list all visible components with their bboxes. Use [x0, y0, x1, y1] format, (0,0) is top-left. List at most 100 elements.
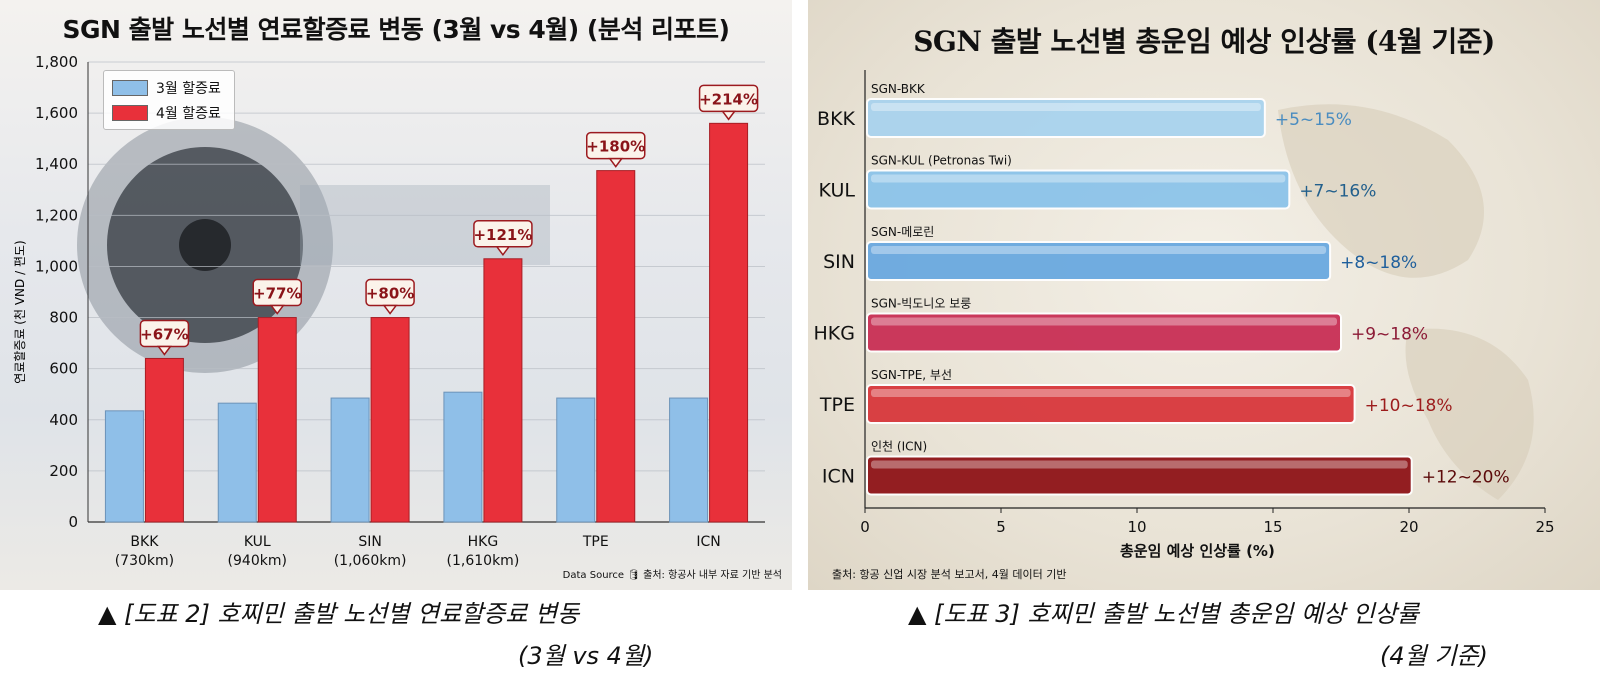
x-tick-sublabel: (730km) [115, 553, 174, 569]
y-axis-label: 연료할증료 (천 VND / 편도) [12, 240, 27, 383]
bar [866, 98, 1266, 138]
fare-increase-chart: 0 5 10 15 20 25 BKK SGN-BKK +5~15% KUL SGN-KUL (Pe… [814, 70, 1555, 536]
bar-range-label: +7~16% [1299, 182, 1376, 202]
y-tick-label: HKG [814, 323, 855, 345]
y-tick-label: ICN [822, 466, 855, 488]
annotation-pointer [382, 304, 398, 315]
y-tick-label: 0 [68, 513, 78, 531]
annotation-pointer [721, 110, 737, 121]
x-tick-label: BKK [130, 534, 159, 550]
bar-route-label: SGN-빅도니오 보룽 [871, 297, 971, 311]
caption-left-line2: (3월 vs 4월) [518, 642, 654, 670]
bar-march [104, 410, 144, 523]
legend-item-march: 3월 할증료 [112, 78, 221, 98]
annotation-label: +77% [253, 285, 301, 303]
bar-route-label: SGN-KUL (Petronas Twi) [871, 154, 1012, 168]
annotation-label: +67% [140, 325, 188, 343]
x-tick-label: 5 [996, 518, 1006, 536]
caption-right-line2: (4월 기준) [1380, 642, 1488, 670]
y-tick-label: TPE [819, 394, 855, 416]
bar-april [709, 122, 749, 523]
legend-swatch [112, 80, 148, 96]
legend-item-april: 4월 할증료 [112, 103, 221, 123]
data-source-note: 출처: 항공 신업 시장 분석 보고서, 4월 데이터 기반 [832, 568, 1067, 581]
x-tick-sublabel: (1,610km) [447, 553, 520, 569]
annotation-pointer [156, 345, 172, 356]
bar-march [556, 397, 596, 523]
annotation-pointer [495, 246, 511, 257]
bar-april [144, 357, 184, 523]
bar-march [443, 391, 483, 523]
legend-label: 3월 할증료 [156, 81, 221, 97]
bar-highlight [871, 389, 1351, 397]
annotation-pointer [269, 304, 285, 315]
y-tick-label: 200 [49, 462, 78, 480]
x-tick-label: 20 [1399, 518, 1418, 536]
chart-title: SGN 출발 노선별 총운임 예상 인상률 (4월 기준) [913, 25, 1495, 58]
y-tick-label: KUL [819, 180, 856, 202]
caption-right-line1: ▲ [도표 3] 호찌민 출발 노선별 총운임 예상 인상률 [908, 600, 1419, 628]
y-tick-label: SIN [823, 251, 855, 273]
annotation-pointer [608, 157, 624, 168]
annotation-label: +180% [586, 138, 645, 156]
bar [866, 241, 1332, 281]
bar-highlight [871, 460, 1408, 469]
fuel-surcharge-chart: 0 200 400 600 800 1,000 1,200 1,400 1,600 1,800 연료… [12, 53, 765, 569]
fuel-surcharge-chart-panel: SGN 출발 노선별 연료할증료 변동 (3월 vs 4월) (분석 리포트) … [0, 0, 792, 590]
annotation-label: +80% [366, 285, 414, 303]
x-tick-label: ICN [696, 534, 720, 550]
bar-highlight [871, 317, 1337, 326]
bar-highlight [871, 103, 1261, 111]
x-tick-label: TPE [582, 534, 609, 550]
bar-range-label: +12~20% [1422, 468, 1510, 488]
bar-route-label: SGN-메로린 [871, 225, 934, 239]
data-source-note: Data Source 🛢 출처: 항공사 내부 자료 기반 분석 [562, 570, 782, 581]
bar-range-label: +10~18% [1365, 396, 1453, 416]
bar [866, 384, 1356, 424]
bar [866, 312, 1342, 353]
x-tick-label: 10 [1127, 518, 1146, 536]
annotation-label: +214% [699, 90, 758, 108]
bar-route-label: SGN-BKK [871, 82, 926, 96]
bar-march [669, 397, 709, 523]
y-tick-label: 800 [49, 309, 78, 327]
y-tick-label: 1,200 [35, 206, 78, 224]
bar-range-label: +5~15% [1275, 110, 1352, 130]
map-landmass [1278, 104, 1484, 278]
annotation-label: +121% [473, 226, 532, 244]
chart-legend: 3월 할증료 4월 할증료 [103, 70, 235, 130]
bar-highlight [871, 174, 1286, 183]
legend-swatch [112, 105, 148, 121]
bar-april [257, 317, 297, 523]
bar-march [330, 397, 370, 523]
x-tick-label: 0 [860, 518, 870, 536]
x-tick-sublabel: (1,060km) [334, 553, 407, 569]
y-tick-label: 400 [49, 411, 78, 429]
bar-april [596, 170, 636, 523]
x-tick-sublabel: (940km) [228, 553, 287, 569]
bar-april [483, 258, 523, 523]
legend-label: 4월 할증료 [156, 106, 221, 122]
bar-route-label: SGN-TPE, 부선 [871, 368, 952, 382]
y-tick-label: 1,400 [35, 155, 78, 173]
caption-left-line1: ▲ [도표 2] 호찌민 출발 노선별 연료할증료 변동 [98, 600, 580, 628]
fare-increase-chart-panel: SGN 출발 노선별 총운임 예상 인상률 (4월 기준) 0 5 10 15 20 25… [808, 0, 1600, 590]
x-tick-label: 25 [1535, 518, 1554, 536]
bar-route-label: 인천 (ICN) [871, 439, 927, 454]
engine-spinner [179, 219, 231, 271]
x-tick-label: KUL [244, 534, 271, 550]
bar-range-label: +8~18% [1340, 253, 1417, 273]
y-tick-label: 600 [49, 360, 78, 378]
x-tick-label: SIN [358, 534, 382, 550]
x-tick-label: HKG [468, 534, 499, 550]
bar-highlight [871, 246, 1327, 254]
y-tick-label: BKK [817, 108, 855, 130]
x-axis-label: 총운임 예상 인상률 (%) [1120, 542, 1275, 560]
chart-title: SGN 출발 노선별 연료할증료 변동 (3월 vs 4월) (분석 리포트) [62, 15, 730, 44]
x-tick-label: 15 [1263, 518, 1282, 536]
y-tick-label: 1,800 [35, 53, 78, 71]
bar [866, 455, 1413, 496]
bar-april [370, 317, 410, 523]
bar [866, 169, 1291, 210]
bar-march [217, 402, 257, 523]
